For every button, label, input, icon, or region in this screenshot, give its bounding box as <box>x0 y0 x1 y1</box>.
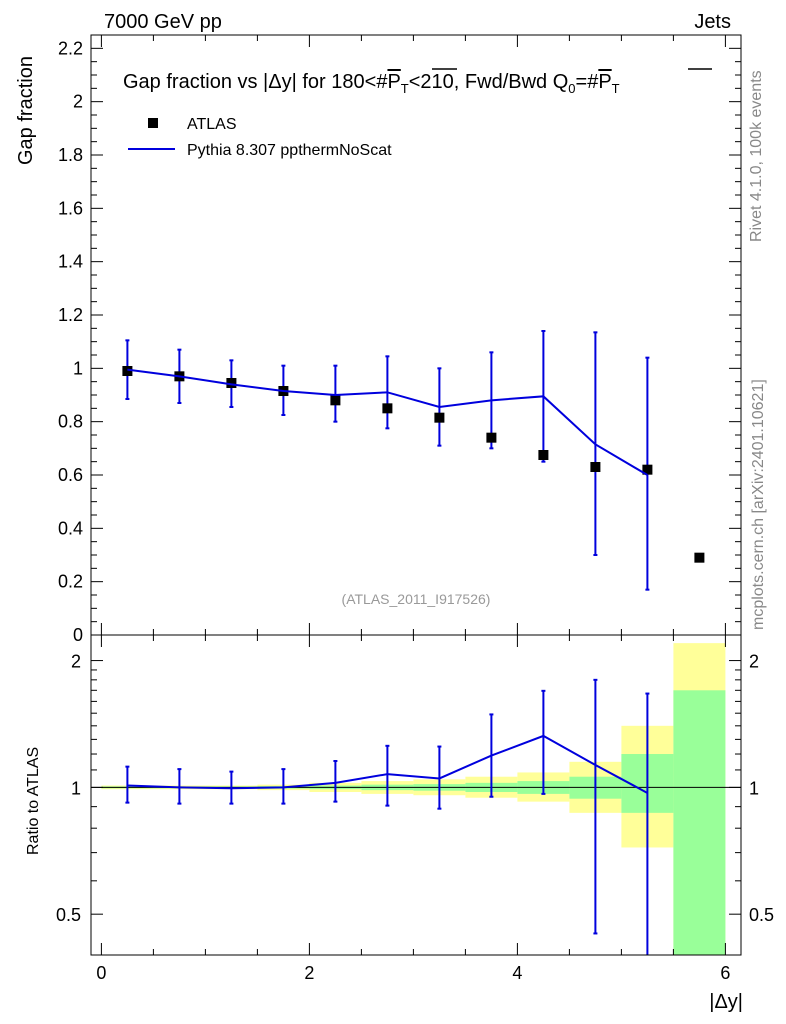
main-y-tick-label: 1.2 <box>58 305 83 325</box>
title-delta: Δ <box>268 71 281 93</box>
main-y-tick-label: 0.2 <box>58 572 83 592</box>
title-sub0: 0 <box>568 81 575 96</box>
x-tick-label: 4 <box>512 963 522 983</box>
main-y-tick-label: 0.6 <box>58 465 83 485</box>
ratio-y-tick-label: 0.5 <box>56 905 81 925</box>
x-axis-label: |Δy| <box>709 991 743 1013</box>
ratio-y-tick-label: 2 <box>71 652 81 672</box>
mcplots-reference-label: mcplots.cern.ch [arXiv:2401.10621] <box>750 379 767 630</box>
ratio-y-tick-label-right: 0.5 <box>749 905 774 925</box>
title-sub2: T <box>612 81 620 96</box>
ratio-mc-line <box>127 734 648 794</box>
atlas-data-point <box>694 552 705 563</box>
ratio-inner-band <box>673 690 726 955</box>
main-y-tick-label: 1 <box>73 358 83 378</box>
ratio-y-axis-label: Ratio to ATLAS <box>25 747 42 855</box>
main-y-tick-label: 1.4 <box>58 252 83 272</box>
atlas-data-point <box>122 366 133 376</box>
ratio-series <box>125 678 650 955</box>
main-series <box>122 330 705 591</box>
atlas-data-point <box>226 378 237 388</box>
main-y-tick-label: 0 <box>73 625 83 645</box>
title-sub1: T <box>401 81 409 96</box>
main-y-tick-label: 1.8 <box>58 145 83 165</box>
atlas-data-point <box>330 395 341 406</box>
legend-atlas-label: ATLAS <box>187 116 237 133</box>
main-title: Gap fraction vs |Δy| for 180<#PT<210, Fw… <box>123 71 620 96</box>
atlas-data-point <box>642 464 653 475</box>
atlas-data-point <box>486 432 497 443</box>
main-y-tick-label: 1.6 <box>58 198 83 218</box>
title-p1: P <box>387 71 400 93</box>
legend-pythia-label: Pythia 8.307 ppthermNoScat <box>187 142 392 159</box>
x-tick-label: 6 <box>720 963 730 983</box>
header-energy-label: 7000 GeV pp <box>104 11 222 33</box>
rivet-version-label: Rivet 4.1.0, 100k events <box>748 70 765 242</box>
title-prefix: Gap fraction vs | <box>123 71 268 93</box>
main-y-tick-label: 2.2 <box>58 38 83 58</box>
atlas-data-point <box>434 412 445 423</box>
mc-line <box>127 368 648 476</box>
ratio-y-tick-label-right: 2 <box>749 652 759 672</box>
ratio-y-tick-label: 1 <box>71 778 81 798</box>
title-mid2: <210, Fwd/Bwd Q <box>409 71 569 93</box>
title-p2: P <box>598 71 611 93</box>
header-category-label: Jets <box>694 11 731 33</box>
title-mid3: =# <box>576 71 600 93</box>
ratio-y-tick-label-right: 1 <box>749 778 759 798</box>
ratio-uncertainty-bands <box>101 643 726 955</box>
main-y-tick-label: 2 <box>73 92 83 112</box>
main-y-tick-label: 0.4 <box>58 518 83 538</box>
title-mid1: y| for 180<# <box>282 71 389 93</box>
ratio-panel-frame <box>90 634 742 956</box>
x-tick-label: 0 <box>96 963 106 983</box>
atlas-data-point <box>590 462 601 472</box>
legend-atlas-marker <box>148 118 158 128</box>
main-y-axis-label: Gap fraction <box>15 56 37 165</box>
main-axes: 0 0.2 0.4 0.6 0.8 1 1.2 1.4 1.6 1.8 2 2.2 <box>58 34 741 645</box>
atlas-data-point <box>382 403 393 414</box>
analysis-watermark: (ATLAS_2011_I917526) <box>342 591 491 607</box>
main-y-tick-label: 0.8 <box>58 412 83 432</box>
atlas-data-point <box>538 450 549 460</box>
x-tick-label: 2 <box>304 963 314 983</box>
